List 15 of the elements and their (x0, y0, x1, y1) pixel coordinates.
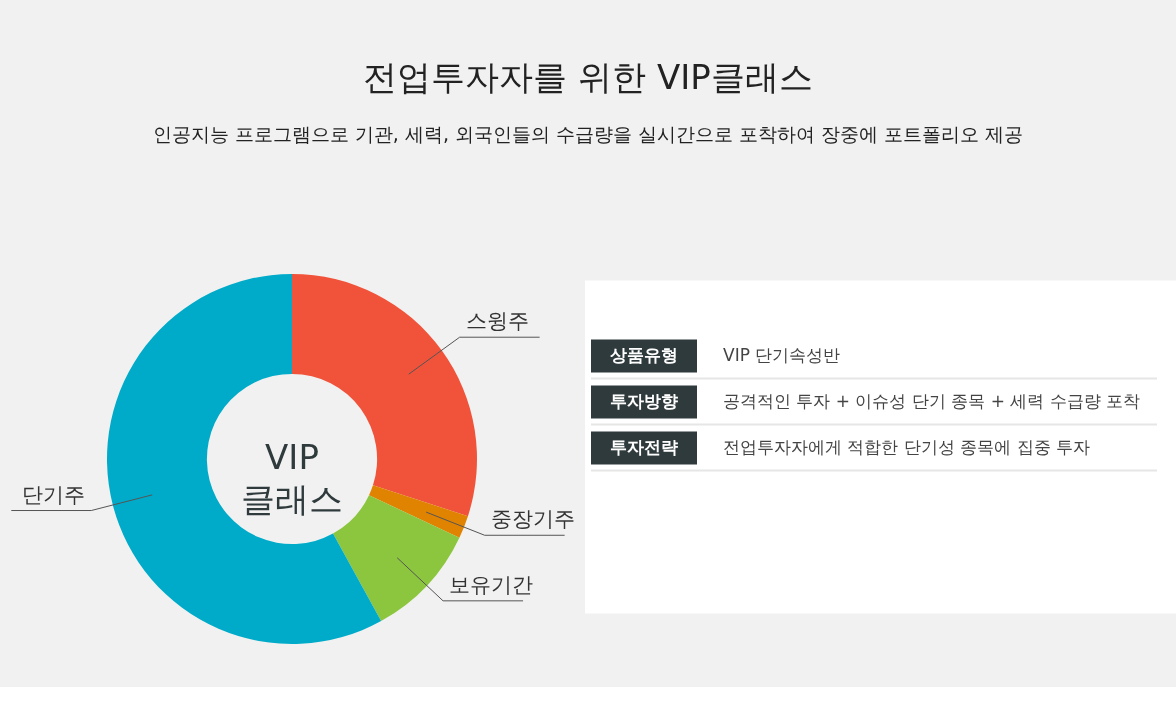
chart-title: 전업투자자를 위한 VIP클래스 (363, 57, 813, 97)
slice-label: 보유기간 (449, 572, 534, 597)
slice-label: 단기주 (22, 482, 86, 507)
text: 전업투자자에게 적합한 단기성 종목에 집중 투자 (723, 436, 1091, 457)
text: 투자방향 (610, 390, 678, 411)
text: 공격적인 투자 + 이슈성 단기 종목 + 세력 수급량 포착 (723, 390, 1141, 411)
slice-label: 중장기주 (490, 507, 575, 532)
text: VIP 단기속성반 (723, 344, 841, 365)
text: VIP 클래스 (241, 437, 343, 519)
donut-slice (107, 274, 382, 644)
donut-slice (369, 485, 468, 538)
text: 상품유형 (610, 344, 678, 365)
slice-label: 스윙주 (465, 309, 529, 334)
chart-subtitle: 인공지능 프로그램으로 기관, 세력, 외국인들의 수급량을 실시간으로 포착하여 장중에 포트폴리오 제공 (152, 123, 1024, 145)
text: 투자전략 (610, 436, 678, 457)
